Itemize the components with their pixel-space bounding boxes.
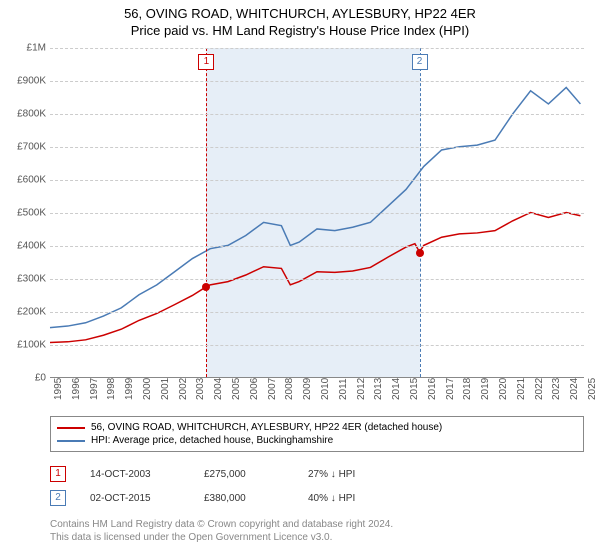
sale-number-box: 2	[50, 490, 66, 506]
chart-container: 56, OVING ROAD, WHITCHURCH, AYLESBURY, H…	[0, 0, 600, 560]
sales-table: 1 14-OCT-2003 £275,000 27% ↓ HPI 2 02-OC…	[50, 462, 355, 510]
gridline	[50, 345, 584, 346]
x-axis-label: 2021	[516, 378, 527, 400]
attribution: Contains HM Land Registry data © Crown c…	[50, 518, 393, 544]
legend-label: 56, OVING ROAD, WHITCHURCH, AYLESBURY, H…	[91, 422, 442, 433]
gridline	[50, 147, 584, 148]
y-axis-label: £400K	[8, 241, 46, 252]
y-axis-label: £100K	[8, 340, 46, 351]
x-axis-label: 2004	[213, 378, 224, 400]
x-axis-label: 1998	[106, 378, 117, 400]
chart-title-line2: Price paid vs. HM Land Registry's House …	[0, 21, 600, 38]
y-axis-label: £600K	[8, 175, 46, 186]
x-axis-label: 2025	[587, 378, 598, 400]
sale-diff: 27% ↓ HPI	[308, 469, 355, 480]
x-axis-label: 2008	[284, 378, 295, 400]
gridline	[50, 246, 584, 247]
x-axis-label: 1999	[124, 378, 135, 400]
legend: 56, OVING ROAD, WHITCHURCH, AYLESBURY, H…	[50, 416, 584, 452]
gridline	[50, 48, 584, 49]
x-axis-label: 2017	[445, 378, 456, 400]
sale-dot	[416, 249, 424, 257]
x-axis-label: 2013	[373, 378, 384, 400]
x-axis-label: 1997	[89, 378, 100, 400]
x-axis-label: 2015	[409, 378, 420, 400]
y-axis-label: £900K	[8, 76, 46, 87]
x-axis-label: 2010	[320, 378, 331, 400]
x-axis-label: 2009	[302, 378, 313, 400]
y-axis-label: £200K	[8, 307, 46, 318]
legend-item: 56, OVING ROAD, WHITCHURCH, AYLESBURY, H…	[57, 421, 577, 434]
sale-date: 02-OCT-2015	[90, 493, 180, 504]
legend-item: HPI: Average price, detached house, Buck…	[57, 434, 577, 447]
x-axis-label: 2016	[427, 378, 438, 400]
x-axis-label: 2000	[142, 378, 153, 400]
gridline	[50, 213, 584, 214]
x-axis-label: 2014	[391, 378, 402, 400]
x-axis-label: 2005	[231, 378, 242, 400]
gridline	[50, 279, 584, 280]
sales-row: 2 02-OCT-2015 £380,000 40% ↓ HPI	[50, 486, 355, 510]
sale-diff: 40% ↓ HPI	[308, 493, 355, 504]
attrib-line: This data is licensed under the Open Gov…	[50, 531, 393, 544]
y-axis-label: £800K	[8, 109, 46, 120]
sale-date: 14-OCT-2003	[90, 469, 180, 480]
x-axis-label: 2011	[338, 378, 349, 400]
gridline	[50, 180, 584, 181]
y-axis-label: £700K	[8, 142, 46, 153]
sale-marker: 1	[198, 54, 214, 70]
x-axis-label: 2020	[498, 378, 509, 400]
x-axis-label: 2019	[480, 378, 491, 400]
legend-swatch	[57, 427, 85, 429]
data-line	[50, 87, 580, 327]
x-axis-label: 2024	[569, 378, 580, 400]
sale-number-box: 1	[50, 466, 66, 482]
sale-marker: 2	[412, 54, 428, 70]
sale-dot	[202, 283, 210, 291]
y-axis-label: £1M	[8, 43, 46, 54]
plot-area: £0£100K£200K£300K£400K£500K£600K£700K£80…	[50, 48, 584, 378]
gridline	[50, 312, 584, 313]
x-axis-label: 2012	[356, 378, 367, 400]
sale-price: £275,000	[204, 469, 284, 480]
x-axis-label: 2001	[160, 378, 171, 400]
gridline	[50, 81, 584, 82]
legend-label: HPI: Average price, detached house, Buck…	[91, 435, 333, 446]
y-axis-label: £0	[8, 373, 46, 384]
x-axis-label: 1995	[53, 378, 64, 400]
y-axis-label: £500K	[8, 208, 46, 219]
x-axis-label: 2007	[267, 378, 278, 400]
data-line	[50, 213, 580, 343]
sales-row: 1 14-OCT-2003 £275,000 27% ↓ HPI	[50, 462, 355, 486]
x-axis-label: 1996	[71, 378, 82, 400]
gridline	[50, 114, 584, 115]
x-axis-label: 2018	[462, 378, 473, 400]
x-axis-label: 2022	[534, 378, 545, 400]
x-axis-label: 2002	[178, 378, 189, 400]
sale-price: £380,000	[204, 493, 284, 504]
x-axis-label: 2023	[551, 378, 562, 400]
x-axis-label: 2003	[195, 378, 206, 400]
x-axis-label: 2006	[249, 378, 260, 400]
attrib-line: Contains HM Land Registry data © Crown c…	[50, 518, 393, 531]
chart-title-line1: 56, OVING ROAD, WHITCHURCH, AYLESBURY, H…	[0, 0, 600, 21]
legend-swatch	[57, 440, 85, 442]
y-axis-label: £300K	[8, 274, 46, 285]
